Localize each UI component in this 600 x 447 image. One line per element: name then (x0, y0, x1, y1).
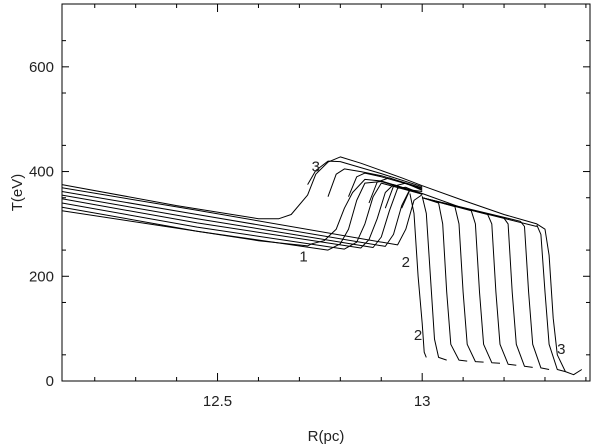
y-tick-label: 200 (29, 268, 54, 285)
series-line-23 (536, 224, 566, 373)
annotations: 3 1 2 2 3 (299, 159, 565, 358)
series-line-15 (409, 193, 427, 358)
series-line-11 (348, 172, 423, 197)
series-line-17 (422, 197, 468, 362)
series-line-13 (384, 182, 423, 209)
series-line-21 (422, 197, 533, 368)
y-axis-label: T(eV) (9, 174, 26, 212)
series-line-8 (61, 156, 583, 376)
series-line-4 (61, 184, 423, 249)
series-line-2 (61, 181, 423, 251)
series-line-22 (422, 197, 550, 370)
series-line-18 (422, 197, 484, 363)
series-lines (61, 156, 583, 376)
y-tick-label: 600 (29, 59, 54, 76)
curve-annotation: 3 (312, 159, 320, 176)
x-tick-label: 12.5 (203, 393, 232, 410)
x-tick-label: 13 (414, 393, 431, 410)
x-axis: 12.5 13 (94, 4, 587, 410)
series-line-3 (61, 182, 423, 250)
x-axis-label: R(pc) (308, 428, 345, 445)
y-tick-label: 0 (46, 373, 54, 390)
series-line-14 (401, 189, 423, 209)
plot-frame (61, 3, 591, 382)
curve-annotation: 2 (402, 254, 410, 271)
series-line-6 (61, 188, 423, 247)
y-tick-label: 400 (29, 164, 54, 181)
curve-annotation: 3 (557, 341, 565, 358)
series-line-20 (422, 197, 517, 366)
series-line-19 (422, 197, 501, 364)
series-line-9 (307, 160, 423, 188)
y-axis: 0 200 400 600 (29, 40, 590, 390)
curve-annotation: 1 (299, 249, 307, 266)
series-line-5 (61, 186, 423, 248)
series-line-7 (61, 187, 423, 246)
series-line-16 (421, 196, 447, 361)
curve-annotation: 2 (414, 327, 422, 344)
